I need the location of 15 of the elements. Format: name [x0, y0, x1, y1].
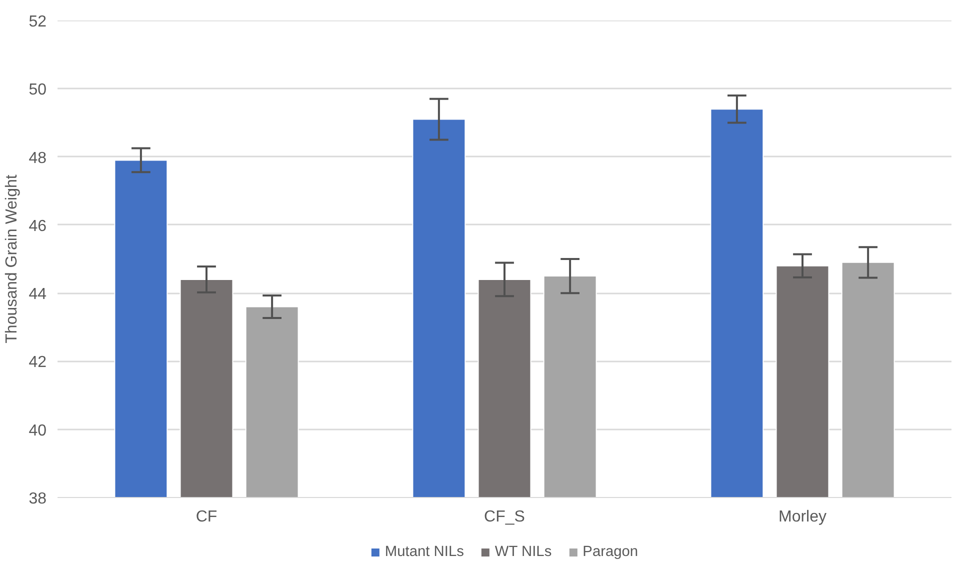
x-tick-label: CF: [196, 508, 218, 526]
x-tick-label: Morley: [778, 508, 827, 526]
y-tick-label: 50: [28, 82, 47, 99]
legend-label: WT NILs: [494, 544, 552, 560]
y-tick-label: 42: [28, 354, 47, 372]
legend-label: Paragon: [582, 544, 638, 560]
y-tick-label: 40: [28, 422, 47, 440]
legend-label: Mutant NILs: [384, 544, 464, 560]
y-tick-label: 44: [28, 286, 47, 304]
y-tick-label: 46: [28, 218, 47, 235]
x-tick-label: CF_S: [484, 508, 525, 526]
y-tick-label: 38: [28, 490, 47, 508]
y-axis-title: Thousand Grain Weight: [4, 174, 21, 344]
y-tick-label: 48: [28, 150, 47, 167]
y-tick-label: 52: [28, 14, 47, 30]
